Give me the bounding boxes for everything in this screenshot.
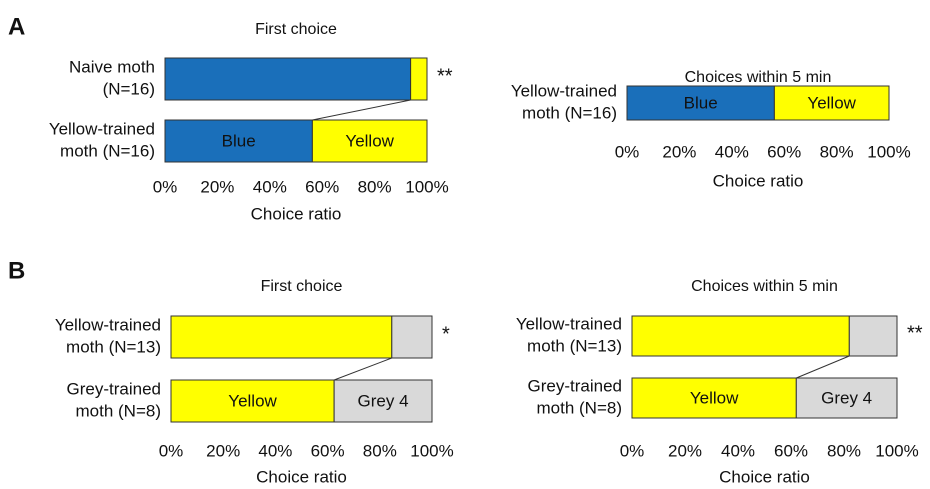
segment-label: Blue: [222, 131, 256, 150]
chart-title: First choice: [261, 278, 343, 295]
category-label: moth (N=8): [76, 401, 162, 420]
bar-segment: [631, 315, 850, 357]
category-label: Yellow-trained: [49, 119, 155, 138]
category-label: moth (N=13): [66, 337, 161, 356]
x-tick-label: 0%: [615, 142, 640, 161]
connector: [312, 99, 411, 121]
category-label: Yellow-trained: [55, 315, 161, 334]
bar-segment: [333, 379, 433, 423]
segment-label: Yellow: [345, 131, 394, 150]
x-tick-label: 20%: [206, 441, 240, 460]
x-axis-label: Choice ratio: [713, 171, 804, 190]
connector: [796, 355, 850, 379]
x-tick-label: 20%: [200, 177, 234, 196]
category-label: moth (N=8): [537, 398, 623, 417]
segment-label: Grey 4: [821, 388, 872, 407]
bar-segment: [631, 377, 797, 419]
category-label: Grey-trained: [528, 376, 622, 395]
segment-label: Yellow: [690, 388, 739, 407]
category-label: moth (N=13): [527, 336, 622, 355]
category-label: Grey-trained: [67, 379, 161, 398]
x-tick-label: 40%: [715, 142, 749, 161]
x-axis-label: Choice ratio: [719, 467, 810, 486]
x-tick-label: 60%: [767, 142, 801, 161]
chart-title: Choices within 5 min: [691, 278, 838, 295]
x-tick-label: 80%: [363, 441, 397, 460]
category-label: Yellow-trained: [511, 81, 617, 100]
bar-segment: [795, 377, 898, 419]
x-tick-label: 100%: [867, 142, 910, 161]
panel-label: B: [8, 257, 25, 284]
chart-title: Choices within 5 min: [685, 69, 832, 86]
x-axis-label: Choice ratio: [251, 204, 342, 223]
significance: **: [907, 322, 923, 344]
segment-label: Yellow: [228, 391, 277, 410]
x-tick-label: 0%: [159, 441, 184, 460]
x-tick-label: 20%: [662, 142, 696, 161]
category-label: (N=16): [103, 79, 155, 98]
x-tick-label: 60%: [305, 177, 339, 196]
category-label: moth (N=16): [522, 103, 617, 122]
category-label: moth (N=16): [60, 141, 155, 160]
significance: *: [442, 323, 450, 345]
x-tick-label: 80%: [358, 177, 392, 196]
x-axis-label: Choice ratio: [256, 467, 347, 486]
bar-segment: [170, 379, 335, 423]
category-label: Yellow-trained: [516, 314, 622, 333]
bar-segment: [773, 85, 890, 121]
significance: **: [437, 65, 453, 87]
x-tick-label: 40%: [258, 441, 292, 460]
segment-label: Grey 4: [358, 391, 409, 410]
x-tick-label: 20%: [668, 441, 702, 460]
chart-title: First choice: [255, 21, 337, 38]
connector: [333, 357, 392, 381]
x-tick-label: 60%: [311, 441, 345, 460]
x-tick-label: 40%: [721, 441, 755, 460]
x-tick-label: 80%: [820, 142, 854, 161]
x-tick-label: 40%: [253, 177, 287, 196]
bar-segment: [164, 57, 412, 101]
bar-segment: [848, 315, 898, 357]
bar-segment: [164, 119, 313, 163]
x-tick-label: 60%: [774, 441, 808, 460]
x-tick-label: 100%: [875, 441, 918, 460]
x-tick-label: 100%: [410, 441, 453, 460]
x-tick-label: 0%: [153, 177, 178, 196]
bar-segment: [410, 57, 428, 101]
bar-segment: [170, 315, 393, 359]
x-tick-label: 100%: [405, 177, 448, 196]
category-label: Naive moth: [69, 57, 155, 76]
x-tick-label: 0%: [620, 441, 645, 460]
segment-label: Blue: [684, 93, 718, 112]
panel-label: A: [8, 13, 25, 40]
segment-label: Yellow: [807, 93, 856, 112]
bar-segment: [391, 315, 433, 359]
bar-segment: [311, 119, 428, 163]
x-tick-label: 80%: [827, 441, 861, 460]
bar-segment: [626, 85, 775, 121]
